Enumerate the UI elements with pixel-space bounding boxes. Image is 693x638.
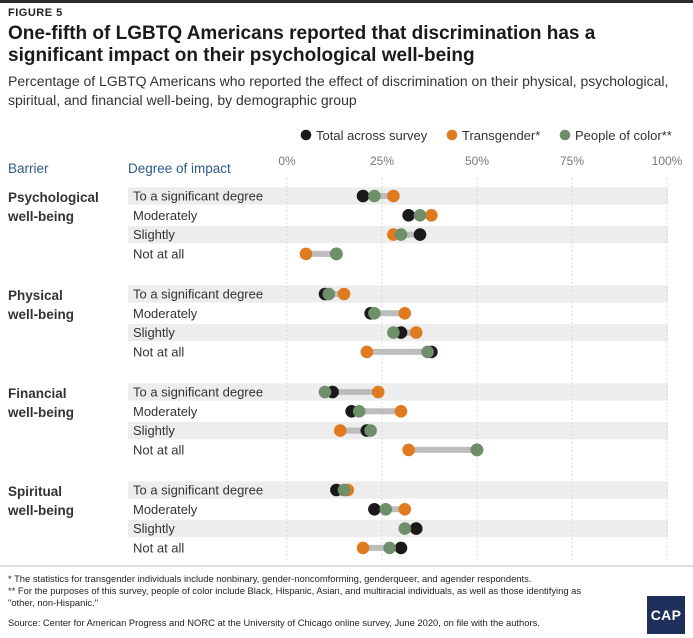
dot-people-of-color	[322, 287, 336, 301]
cap-logo: CAP	[647, 596, 685, 634]
footnote-people-of-color: ** For the purposes of this survey, peop…	[8, 585, 582, 608]
dot-people-of-color	[368, 307, 381, 320]
dot-people-of-color	[387, 326, 400, 339]
legend-marker-people_of_color	[559, 129, 571, 141]
source-note: Source: Center for American Progress and…	[8, 617, 540, 628]
dot-transgender	[402, 443, 415, 457]
column-header-degree: Degree of impact	[128, 161, 231, 176]
degree-label: Slightly	[133, 227, 175, 242]
dot-people-of-color	[330, 247, 343, 261]
dot-total	[409, 522, 423, 535]
dot-people-of-color	[337, 483, 351, 497]
degree-label: Moderately	[133, 404, 198, 419]
row-band	[128, 383, 668, 401]
x-tick-label: 100%	[652, 154, 683, 168]
dot-people-of-color	[394, 228, 408, 241]
row-band	[128, 519, 668, 538]
degree-label: Moderately	[133, 306, 198, 321]
legend-label-total: Total across survey	[316, 128, 428, 143]
dot-transgender	[398, 503, 412, 516]
dot-total	[368, 503, 381, 516]
barrier-label-line2: well-being	[7, 209, 74, 224]
dot-people-of-color	[398, 522, 412, 535]
dot-people-of-color	[413, 209, 427, 222]
degree-label: To a significant degree	[133, 287, 263, 302]
chart-title: One-fifth of LGBTQ Americans reported th…	[8, 23, 596, 66]
degree-label: Moderately	[133, 502, 198, 517]
x-tick-label: 75%	[560, 154, 584, 168]
degree-label: Slightly	[133, 423, 175, 438]
dot-transgender	[356, 541, 370, 555]
x-tick-label: 25%	[370, 154, 394, 168]
dot-people-of-color	[383, 541, 396, 555]
barrier-label-line1: Spiritual	[8, 484, 62, 499]
dot-transgender	[394, 405, 408, 418]
dot-total	[413, 228, 427, 241]
dot-people-of-color	[352, 405, 366, 418]
barrier-label-line2: well-being	[7, 405, 74, 420]
dot-people-of-color	[318, 385, 332, 399]
dot-total	[394, 541, 408, 555]
dot-transgender	[360, 345, 374, 359]
degree-label: Not at all	[133, 541, 184, 556]
dot-people-of-color	[470, 443, 484, 457]
dot-transgender	[337, 287, 351, 301]
degree-label: Not at all	[133, 443, 184, 458]
legend-label-transgender: Transgender*	[462, 128, 540, 143]
dot-total	[356, 189, 370, 203]
dot-people-of-color	[364, 424, 377, 437]
degree-label: To a significant degree	[133, 483, 263, 498]
barrier-label-line1: Physical	[8, 288, 63, 303]
column-header-barrier: Barrier	[8, 161, 49, 176]
dot-transgender	[333, 424, 347, 437]
dot-transgender	[299, 247, 313, 261]
footnote-transgender: * The statistics for transgender individ…	[8, 573, 532, 584]
degree-label: Slightly	[133, 521, 175, 536]
x-tick-label: 0%	[278, 154, 296, 168]
dot-transgender	[371, 385, 385, 399]
dot-transgender	[425, 209, 438, 222]
degree-label: To a significant degree	[133, 189, 263, 204]
degree-label: Not at all	[133, 247, 184, 262]
barrier-label-line1: Psychological	[8, 190, 99, 205]
degree-label: Slightly	[133, 325, 175, 340]
barrier-label-line1: Financial	[8, 386, 67, 401]
dot-people-of-color	[379, 503, 393, 516]
row-band	[128, 421, 668, 440]
top-rule	[0, 0, 693, 3]
dot-people-of-color	[421, 345, 434, 359]
legend-marker-total	[300, 129, 312, 141]
barrier-label-line2: well-being	[7, 307, 74, 322]
chart-subtitle: Percentage of LGBTQ Americans who report…	[8, 73, 669, 108]
dot-total	[402, 209, 415, 222]
row-band	[128, 481, 668, 499]
degree-label: To a significant degree	[133, 385, 263, 400]
dot-transgender	[409, 326, 423, 339]
figure-label: FIGURE 5	[8, 7, 63, 19]
legend-marker-transgender	[446, 129, 458, 141]
barrier-label-line2: well-being	[7, 503, 74, 518]
dot-transgender	[398, 307, 412, 320]
dot-range-chart: Total across survey Transgender* People of…	[0, 128, 693, 567]
dot-transgender	[387, 189, 400, 203]
row-band	[128, 285, 668, 303]
legend-label-people_of_color: People of color**	[575, 128, 672, 143]
degree-label: Not at all	[133, 345, 184, 360]
dot-people-of-color	[368, 189, 381, 203]
footnotes: * The statistics for transgender individ…	[8, 573, 608, 609]
x-tick-label: 50%	[465, 154, 489, 168]
degree-label: Moderately	[133, 208, 198, 223]
